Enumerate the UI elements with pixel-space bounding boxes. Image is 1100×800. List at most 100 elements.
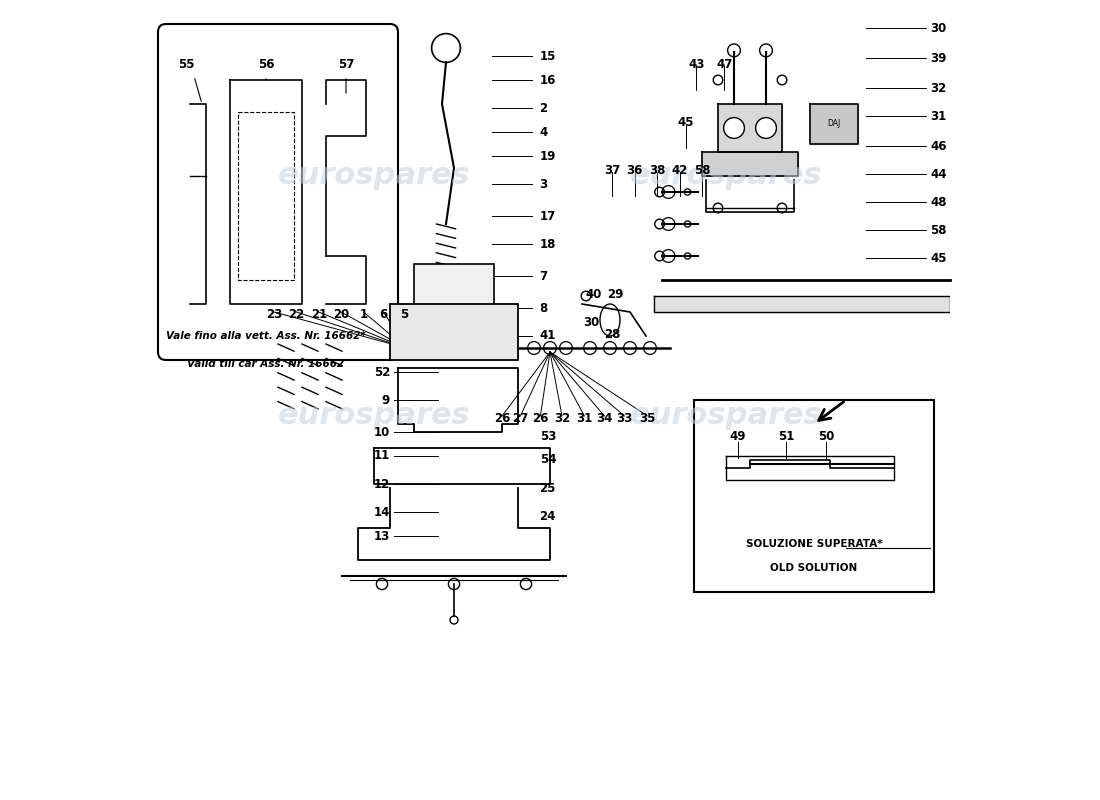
Text: DAJ: DAJ: [827, 119, 840, 129]
Circle shape: [654, 187, 664, 197]
Text: 22: 22: [288, 308, 305, 321]
Text: 49: 49: [729, 430, 746, 442]
Text: 31: 31: [930, 110, 946, 122]
Text: Valid till car Ass. Nr. 16662: Valid till car Ass. Nr. 16662: [187, 359, 344, 369]
Text: 48: 48: [930, 196, 946, 209]
Text: 9: 9: [382, 394, 390, 406]
Text: 25: 25: [540, 482, 556, 494]
Polygon shape: [654, 296, 950, 312]
Polygon shape: [810, 104, 858, 144]
Text: 58: 58: [930, 224, 946, 237]
Text: 26: 26: [532, 412, 549, 425]
Text: 45: 45: [678, 116, 694, 129]
Circle shape: [431, 34, 461, 62]
Text: 4: 4: [540, 126, 548, 138]
Polygon shape: [726, 456, 894, 480]
Text: eurospares: eurospares: [629, 162, 823, 190]
Text: 7: 7: [540, 270, 548, 282]
Text: 12: 12: [374, 478, 390, 490]
Circle shape: [654, 219, 664, 229]
Text: 29: 29: [607, 288, 624, 301]
Circle shape: [781, 463, 791, 473]
Circle shape: [654, 251, 664, 261]
FancyBboxPatch shape: [694, 400, 934, 592]
Text: 27: 27: [513, 412, 528, 425]
Text: 21: 21: [310, 308, 327, 321]
Circle shape: [520, 578, 531, 590]
Text: 28: 28: [604, 328, 620, 341]
Text: eurospares: eurospares: [277, 162, 471, 190]
Circle shape: [644, 342, 657, 354]
Circle shape: [756, 118, 777, 138]
Text: 13: 13: [374, 530, 390, 542]
Circle shape: [528, 342, 540, 354]
Circle shape: [543, 342, 557, 354]
Text: 37: 37: [604, 164, 620, 177]
Text: 26: 26: [494, 412, 510, 425]
Text: 44: 44: [930, 168, 946, 181]
Circle shape: [624, 342, 637, 354]
Circle shape: [760, 44, 772, 57]
Text: 58: 58: [694, 164, 711, 177]
Text: 33: 33: [616, 412, 632, 425]
Text: 38: 38: [649, 164, 666, 177]
Text: 52: 52: [374, 366, 390, 378]
Circle shape: [376, 578, 387, 590]
Circle shape: [449, 578, 460, 590]
Text: eurospares: eurospares: [277, 402, 471, 430]
Text: eurospares: eurospares: [629, 402, 823, 430]
Text: OLD SOLUTION: OLD SOLUTION: [770, 563, 858, 573]
Text: SOLUZIONE SUPERATA*: SOLUZIONE SUPERATA*: [746, 539, 882, 549]
Text: 16: 16: [540, 74, 556, 86]
Circle shape: [778, 75, 786, 85]
Text: 24: 24: [540, 510, 556, 522]
Circle shape: [777, 458, 795, 478]
Text: 14: 14: [374, 506, 390, 518]
Text: 10: 10: [374, 426, 390, 438]
Text: 15: 15: [540, 50, 556, 62]
Text: 6: 6: [379, 308, 387, 321]
Text: 36: 36: [627, 164, 644, 177]
Text: 40: 40: [586, 288, 602, 301]
Text: 23: 23: [266, 308, 282, 321]
Circle shape: [581, 291, 591, 301]
Text: 3: 3: [540, 178, 548, 190]
Text: 2: 2: [540, 102, 548, 114]
Text: 51: 51: [778, 430, 794, 442]
Text: 30: 30: [583, 316, 600, 329]
Text: 19: 19: [540, 150, 556, 162]
Circle shape: [724, 118, 745, 138]
Text: 35: 35: [639, 412, 656, 425]
Text: 11: 11: [374, 450, 390, 462]
Text: 39: 39: [930, 52, 946, 65]
Circle shape: [584, 342, 596, 354]
Circle shape: [778, 203, 786, 213]
Circle shape: [604, 342, 616, 354]
Text: 50: 50: [817, 430, 834, 442]
Text: 55: 55: [178, 58, 195, 70]
Text: 32: 32: [930, 82, 946, 94]
Circle shape: [713, 203, 723, 213]
Text: 43: 43: [689, 58, 705, 71]
Text: 20: 20: [333, 308, 350, 321]
Text: 17: 17: [540, 210, 556, 222]
Text: 45: 45: [930, 252, 946, 265]
Text: 53: 53: [540, 430, 556, 442]
Circle shape: [560, 342, 572, 354]
Text: 5: 5: [400, 308, 408, 321]
Text: 42: 42: [671, 164, 688, 177]
Text: 32: 32: [554, 412, 570, 425]
Text: 54: 54: [540, 454, 557, 466]
Text: 34: 34: [596, 412, 613, 425]
Text: 57: 57: [338, 58, 354, 70]
Circle shape: [450, 616, 458, 624]
FancyBboxPatch shape: [390, 304, 518, 360]
Text: Vale fino alla vett. Ass. Nr. 16662*: Vale fino alla vett. Ass. Nr. 16662*: [166, 331, 366, 341]
Text: 31: 31: [576, 412, 593, 425]
Text: 56: 56: [257, 58, 274, 70]
Text: 18: 18: [540, 238, 556, 250]
Polygon shape: [702, 152, 798, 176]
FancyBboxPatch shape: [158, 24, 398, 360]
Text: 41: 41: [540, 330, 556, 342]
Text: 47: 47: [716, 58, 733, 71]
